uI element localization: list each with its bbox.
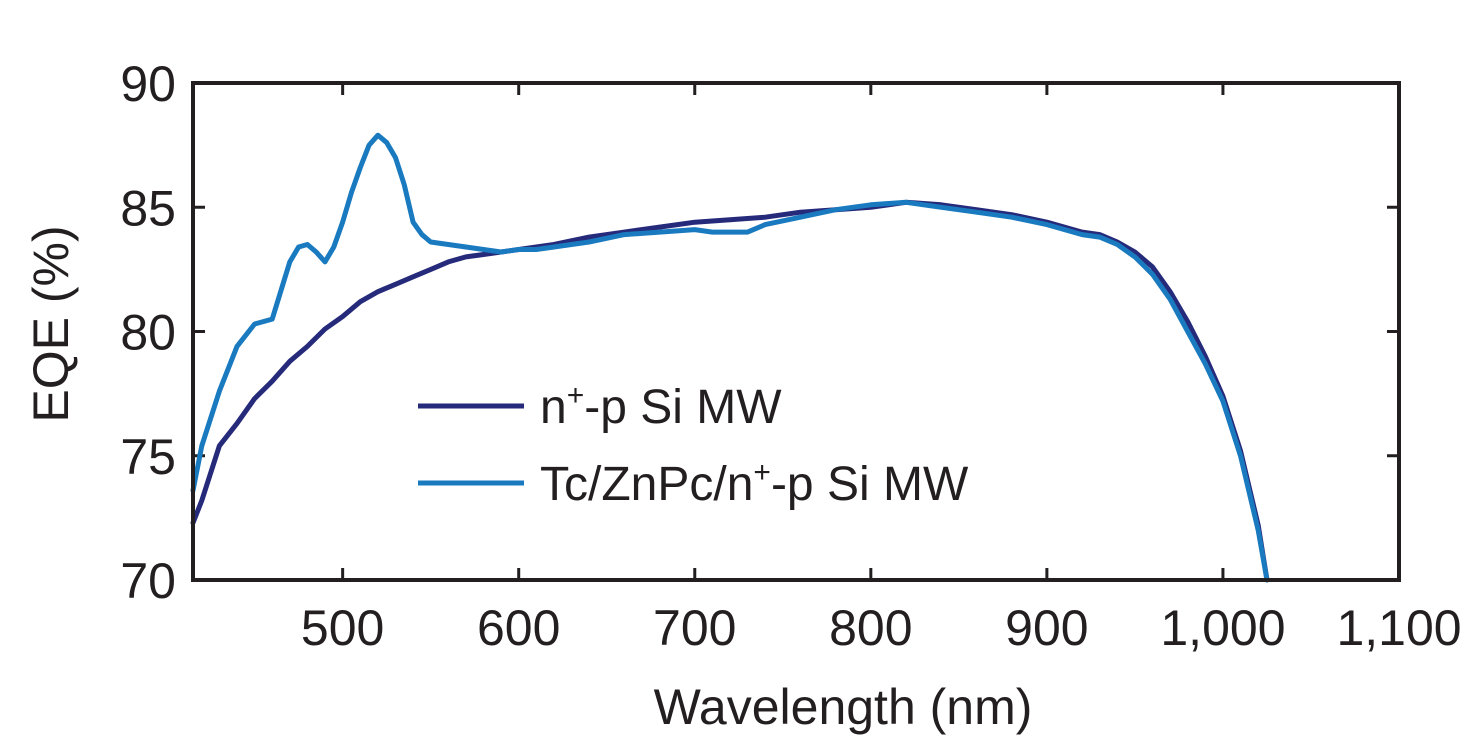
x-tick-labels: 500 600 700 800 900 1,000 1,100	[301, 600, 1462, 656]
legend-label-series-2: Tc/ZnPc/n+-p Si MW	[540, 456, 969, 511]
y-tick-label: 85	[120, 180, 176, 236]
y-axis-title: EQE (%)	[23, 225, 79, 422]
series-line-1	[190, 199, 1270, 583]
y-tick-labels: 70 75 80 85 90	[120, 56, 176, 609]
x-tick-label: 1,000	[1160, 600, 1285, 656]
series-lines	[190, 132, 1270, 583]
x-tick-label: 900	[1005, 600, 1088, 656]
y-tick-label: 80	[120, 305, 176, 361]
y-tick-label: 75	[120, 429, 176, 485]
x-tick-label: 600	[477, 600, 560, 656]
x-axis-title: Wavelength (nm)	[654, 679, 1033, 735]
legend-label-series-1: n+-p Si MW	[540, 379, 782, 434]
y-tick-label: 70	[120, 553, 176, 609]
y-tick-label: 90	[120, 56, 176, 112]
x-tick-label: 500	[301, 600, 384, 656]
x-tick-label: 1,100	[1336, 600, 1461, 656]
series-line-2	[190, 132, 1270, 583]
x-tick-label: 700	[653, 600, 736, 656]
plot-frame	[191, 81, 1401, 582]
x-tick-label: 800	[829, 600, 912, 656]
legend: n+-p Si MW Tc/ZnPc/n+-p Si MW	[418, 379, 969, 511]
